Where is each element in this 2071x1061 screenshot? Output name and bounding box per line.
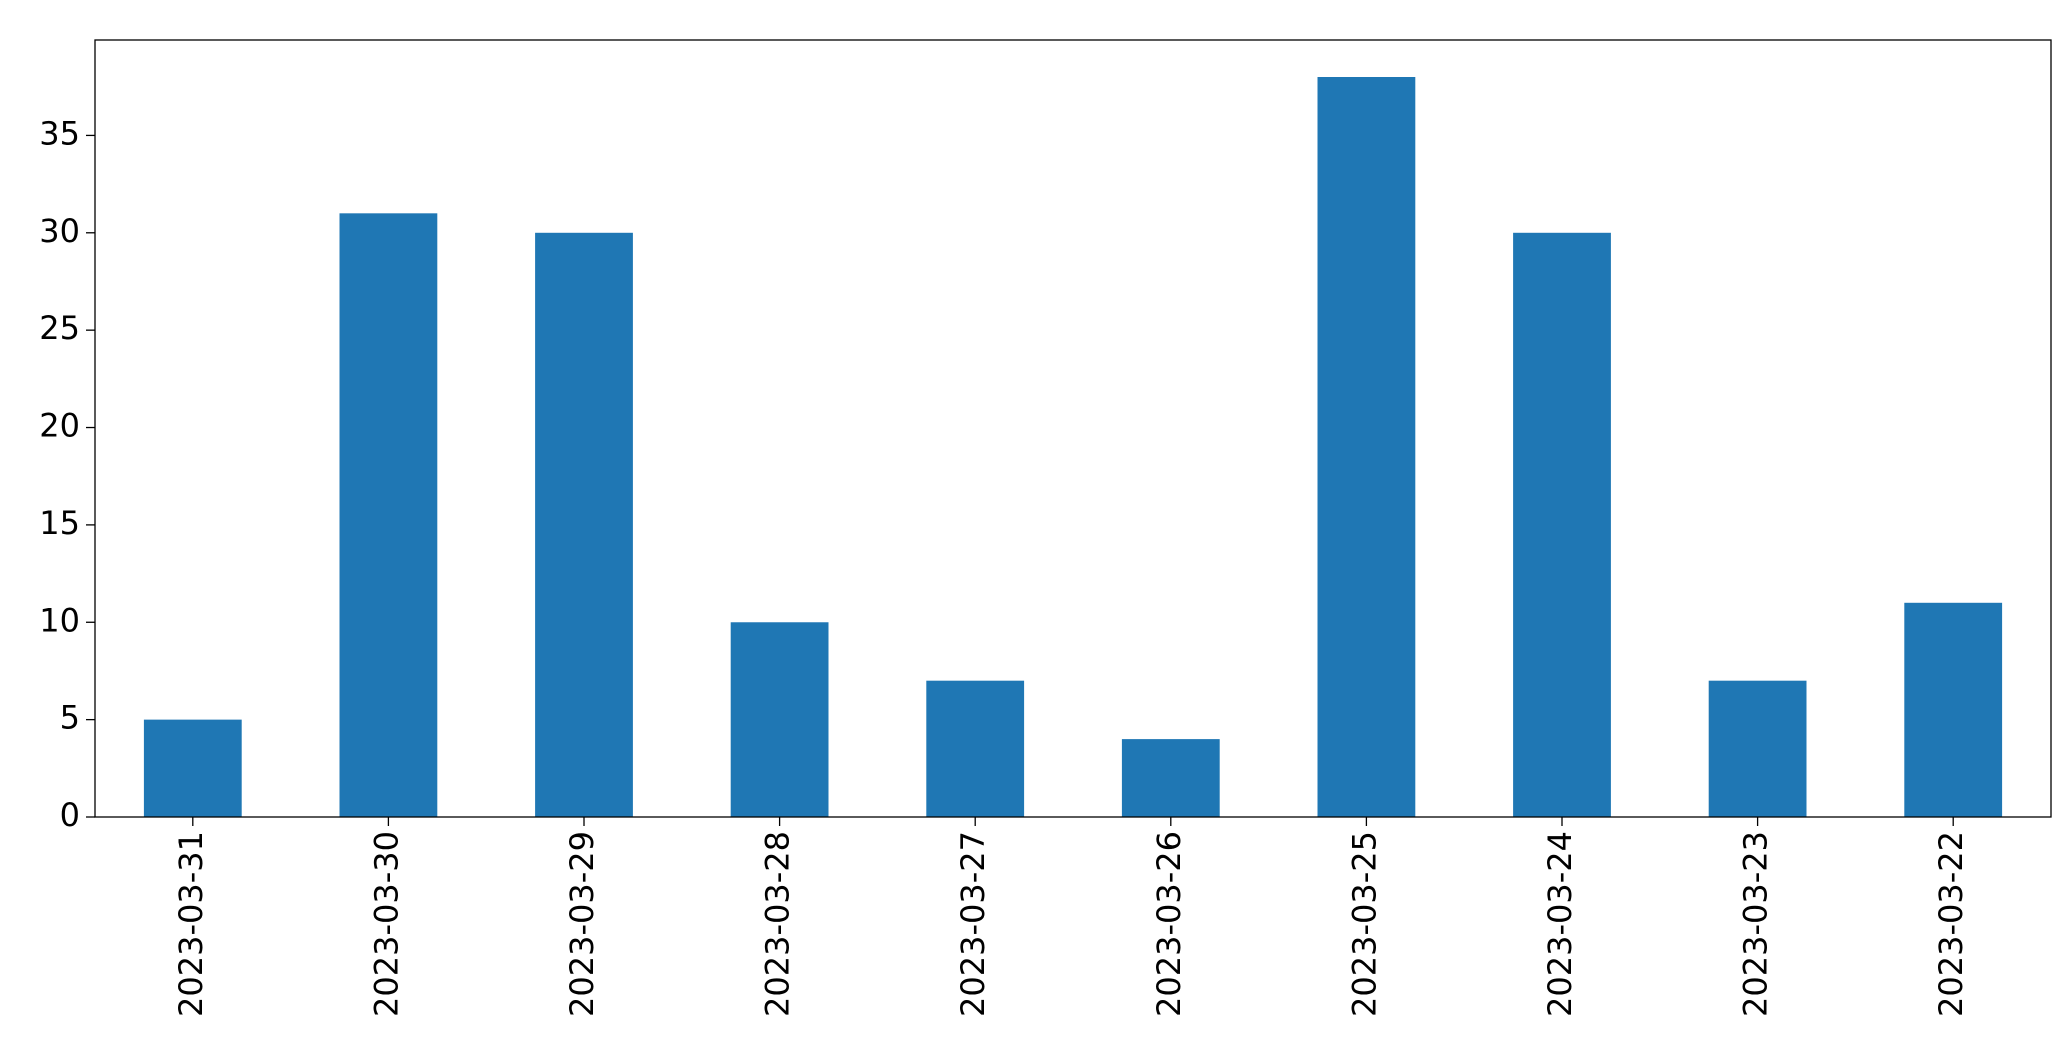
y-tick-label: 5 [60, 699, 80, 737]
x-tick-label: 2023-03-27 [954, 831, 992, 1017]
bar [1317, 77, 1416, 817]
y-tick-label: 35 [39, 114, 80, 152]
y-tick-label: 10 [39, 601, 80, 639]
bar [730, 622, 829, 817]
bar [926, 680, 1025, 817]
bar [1904, 602, 2003, 817]
x-tick-label: 2023-03-26 [1150, 831, 1188, 1017]
x-tick-label: 2023-03-28 [759, 831, 797, 1017]
plot-frame [94, 39, 2052, 818]
y-tick-label: 0 [60, 796, 80, 834]
bar [1121, 739, 1220, 817]
bar [1513, 232, 1611, 817]
bar [339, 213, 438, 817]
y-tick-label: 15 [39, 504, 80, 542]
x-tick-label: 2023-03-29 [563, 831, 601, 1017]
x-tick-label: 2023-03-25 [1345, 831, 1383, 1017]
x-tick-label: 2023-03-31 [172, 831, 210, 1017]
x-tick-label: 2023-03-22 [1932, 831, 1970, 1017]
x-tick-label: 2023-03-24 [1541, 831, 1579, 1017]
bar [143, 719, 242, 817]
bar [1708, 680, 1807, 817]
bar [535, 232, 633, 817]
y-tick-label: 25 [39, 309, 80, 347]
x-tick-label: 2023-03-30 [367, 831, 405, 1017]
x-tick-label: 2023-03-23 [1737, 831, 1775, 1017]
y-tick-label: 30 [39, 212, 80, 250]
y-tick-label: 20 [39, 407, 80, 445]
